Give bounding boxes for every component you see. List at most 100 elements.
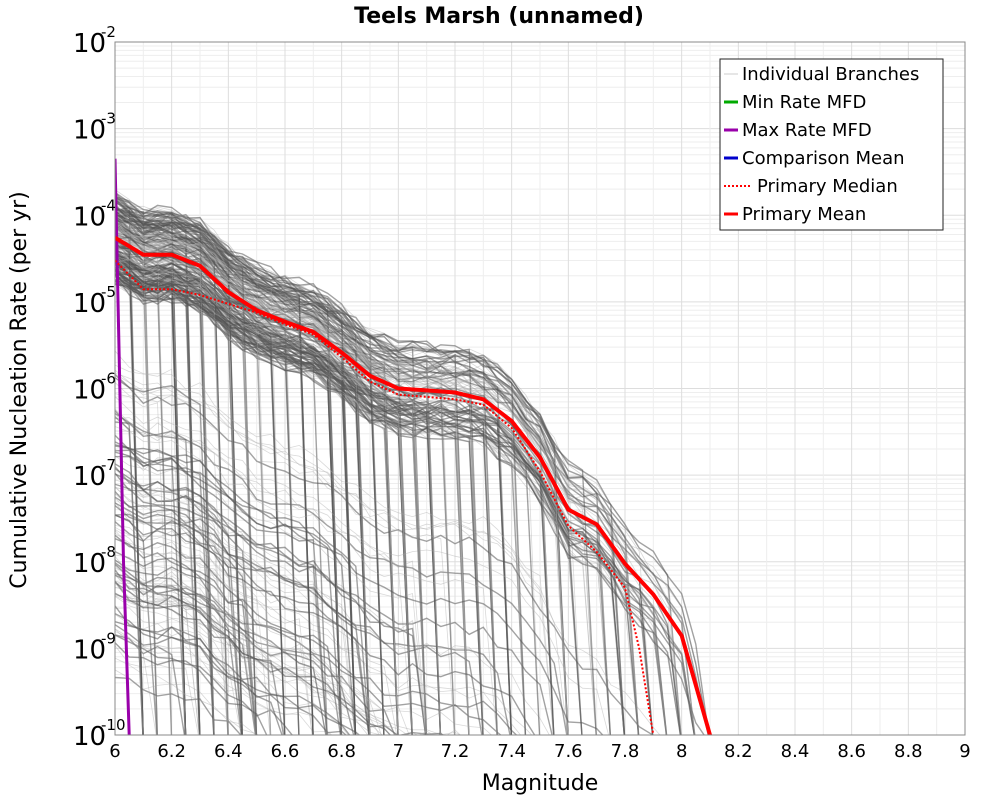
branch-line (115, 564, 382, 735)
branch-line (115, 252, 413, 735)
branch-line (115, 574, 327, 735)
branch-line (115, 350, 186, 735)
x-tick-label: 8.4 (781, 741, 810, 762)
branch-line (115, 225, 158, 735)
y-tick-exponent: -10 (101, 716, 126, 734)
x-tick-label: 7.4 (497, 741, 526, 762)
branch-line (115, 257, 639, 735)
branch-line (115, 208, 343, 735)
branch-line (115, 466, 553, 735)
branch-line (115, 444, 342, 735)
branch-line (115, 455, 200, 735)
branch-line (115, 255, 427, 735)
branch-line (115, 226, 569, 735)
y-axis-label: Cumulative Nucleation Rate (per yr) (7, 191, 32, 589)
series-max-rate-mfd (115, 158, 131, 735)
branch-line (115, 669, 257, 735)
branch-line (115, 532, 533, 735)
branch-line (115, 538, 342, 735)
branch-line (115, 582, 200, 735)
branch-line (115, 208, 654, 735)
branch-line (115, 593, 383, 735)
y-tick-label: 10 (73, 202, 106, 232)
branch-line (115, 630, 331, 735)
branch-line (115, 231, 215, 735)
branch-line (115, 657, 259, 735)
branch-line (115, 234, 470, 735)
branch-line (115, 197, 626, 735)
branch-line (115, 227, 399, 735)
branch-line (115, 220, 709, 735)
legend-label: Individual Branches (742, 64, 919, 85)
y-axis-ticks: 10-210-310-410-510-610-710-810-910-10 (73, 23, 126, 752)
x-tick-label: 6.4 (214, 741, 243, 762)
y-tick-label: 10 (73, 722, 106, 752)
x-tick-label: 8 (676, 741, 687, 762)
branch-line (115, 256, 583, 735)
branch-line (115, 222, 484, 735)
branch-line (115, 265, 300, 735)
branch-line (115, 382, 455, 735)
branch-line (115, 226, 243, 735)
branch-line (115, 230, 470, 735)
plot-border (114, 41, 966, 736)
y-tick-exponent: -6 (101, 370, 116, 388)
legend-label: Primary Median (757, 176, 898, 197)
legend: Individual Branches Min Rate MFD Max Rate … (719, 58, 944, 231)
branch-line (115, 554, 313, 735)
branch-line (115, 614, 349, 735)
branch-line (115, 252, 526, 735)
branch-line (115, 451, 604, 735)
branch-line (115, 594, 383, 735)
individual-branches (115, 189, 710, 735)
branch-line (115, 574, 462, 735)
branch-line (115, 408, 427, 735)
x-tick-label: 7 (393, 741, 404, 762)
branch-line (115, 283, 484, 735)
branch-line (115, 582, 445, 735)
branch-line (115, 607, 242, 735)
y-tick-exponent: -3 (101, 110, 116, 128)
branch-line (115, 217, 696, 735)
branch-line (115, 534, 257, 735)
branch-line (115, 592, 392, 735)
y-tick-label: 10 (73, 376, 106, 406)
branch-line (115, 374, 215, 735)
branch-line (115, 372, 554, 735)
branch-line (115, 189, 456, 735)
y-tick-label: 10 (73, 549, 106, 579)
branch-line (115, 267, 498, 735)
branch-line (115, 273, 201, 735)
branch-line (115, 621, 283, 735)
x-tick-label: 7.8 (611, 741, 640, 762)
x-axis-ticks: 6 6.2 6.4 6.6 6.8 7 7.2 7.4 7.6 7.8 8 8.2 8.4 8.6 8.8 9 (109, 741, 970, 762)
branch-line (115, 256, 427, 735)
x-tick-label: 6.6 (271, 741, 300, 762)
branch-line (115, 605, 361, 735)
branch-line (115, 468, 427, 735)
branch-line (115, 473, 427, 735)
x-tick-label: 8.8 (894, 741, 923, 762)
branch-line (115, 486, 229, 735)
branch-line (115, 487, 328, 735)
branch-line (115, 479, 257, 735)
legend-label: Min Rate MFD (742, 92, 866, 113)
y-tick-label: 10 (73, 635, 106, 665)
branch-line (115, 243, 371, 735)
branch-line (115, 496, 370, 735)
x-tick-label: 9 (959, 741, 970, 762)
branch-line (115, 270, 695, 735)
x-tick-label: 8.6 (837, 741, 866, 762)
branch-line (115, 483, 257, 735)
branch-line (115, 284, 625, 735)
branch-line (115, 449, 427, 735)
x-tick-label: 6.8 (327, 741, 356, 762)
branch-line (115, 242, 597, 735)
branch-line (115, 222, 611, 735)
y-tick-exponent: -9 (101, 629, 116, 647)
branch-line (115, 213, 569, 735)
branch-line (115, 612, 351, 735)
branch-line (115, 676, 242, 735)
y-tick-exponent: -5 (101, 283, 116, 301)
